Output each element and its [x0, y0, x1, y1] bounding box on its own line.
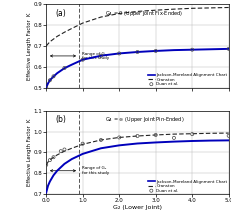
Point	[227, 47, 231, 51]
Text: Range of G₂
for this study: Range of G₂ for this study	[82, 52, 109, 60]
Point	[48, 78, 52, 82]
Y-axis label: Effective Length Factor  K: Effective Length Factor K	[27, 119, 32, 186]
Point	[190, 132, 194, 136]
Point	[63, 66, 66, 70]
X-axis label: G₂ (Lower Joint): G₂ (Lower Joint)	[113, 204, 162, 209]
Point	[99, 54, 103, 58]
Point	[52, 155, 55, 159]
Point	[81, 58, 85, 61]
Point	[136, 50, 139, 54]
Point	[99, 138, 103, 142]
Point	[44, 163, 48, 167]
Point	[59, 149, 63, 153]
Point	[227, 134, 231, 138]
Point	[63, 148, 66, 151]
Y-axis label: Effective Length Factor  K: Effective Length Factor K	[27, 12, 32, 80]
Point	[154, 49, 158, 53]
Text: G$_{A}$ = 0 (Upper Joint Fix-Ended): G$_{A}$ = 0 (Upper Joint Fix-Ended)	[105, 9, 183, 17]
Point	[136, 134, 139, 138]
Text: (a): (a)	[55, 9, 66, 17]
Point	[48, 158, 52, 162]
Text: (b): (b)	[55, 115, 66, 124]
Point	[190, 48, 194, 51]
Point	[172, 136, 176, 140]
Point	[117, 136, 121, 139]
Text: Range of G₂
for this study: Range of G₂ for this study	[82, 166, 109, 175]
Text: G$_{A}$ = ∞ (Upper Joint Pin-Ended): G$_{A}$ = ∞ (Upper Joint Pin-Ended)	[105, 115, 184, 124]
Point	[154, 133, 158, 137]
Point	[52, 75, 55, 78]
Point	[44, 86, 48, 89]
Legend: Jackson-Moreland Alignment Chart, Cranston, Duan et al.: Jackson-Moreland Alignment Chart, Cranst…	[147, 179, 228, 193]
Legend: Jackson-Moreland Alignment Chart, Cranston, Duan et al.: Jackson-Moreland Alignment Chart, Cranst…	[147, 73, 228, 87]
Point	[81, 142, 85, 145]
Point	[117, 52, 121, 55]
